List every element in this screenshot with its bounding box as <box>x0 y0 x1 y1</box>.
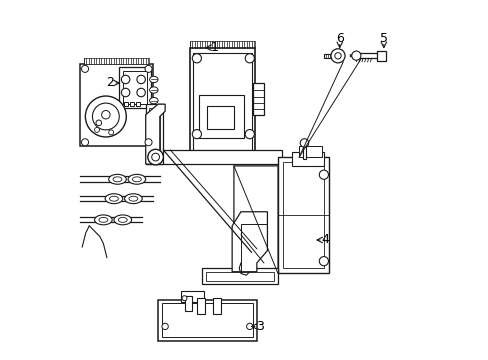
Bar <box>278 157 328 274</box>
Ellipse shape <box>149 98 158 104</box>
Circle shape <box>85 96 126 137</box>
Ellipse shape <box>114 215 131 225</box>
Circle shape <box>108 130 113 135</box>
Circle shape <box>300 139 308 147</box>
Bar <box>149 108 160 161</box>
Bar <box>299 147 322 157</box>
Circle shape <box>162 323 168 330</box>
Bar <box>136 102 140 106</box>
Circle shape <box>244 130 254 139</box>
Ellipse shape <box>108 174 126 184</box>
Circle shape <box>334 53 341 59</box>
Bar <box>189 48 255 155</box>
Text: 6: 6 <box>335 32 343 45</box>
Bar <box>197 154 247 161</box>
Bar <box>197 298 204 314</box>
Bar <box>198 95 244 138</box>
Ellipse shape <box>99 217 107 222</box>
Bar <box>119 67 151 108</box>
Polygon shape <box>233 166 278 274</box>
Circle shape <box>182 296 186 301</box>
Ellipse shape <box>129 196 138 201</box>
Bar <box>202 268 278 284</box>
Bar <box>84 58 149 64</box>
Bar <box>184 296 192 311</box>
Circle shape <box>92 103 119 130</box>
Circle shape <box>81 139 88 146</box>
Circle shape <box>102 111 110 119</box>
Circle shape <box>137 75 145 84</box>
Bar <box>323 54 332 58</box>
Bar <box>193 53 251 150</box>
Bar <box>145 104 163 164</box>
Circle shape <box>121 75 130 84</box>
Circle shape <box>351 51 360 60</box>
Circle shape <box>145 66 152 72</box>
Bar <box>207 106 233 129</box>
Bar <box>122 71 147 104</box>
Circle shape <box>319 170 328 179</box>
Ellipse shape <box>149 76 158 83</box>
Circle shape <box>246 323 252 330</box>
Bar <box>376 51 385 61</box>
Ellipse shape <box>124 194 142 204</box>
Circle shape <box>121 88 130 97</box>
Ellipse shape <box>149 87 158 93</box>
Bar <box>253 83 264 115</box>
Circle shape <box>192 130 201 139</box>
Bar <box>81 64 152 147</box>
Ellipse shape <box>132 177 141 182</box>
Bar <box>291 152 323 166</box>
Circle shape <box>192 54 201 63</box>
Bar <box>283 162 323 268</box>
Bar <box>302 147 305 159</box>
Text: 2: 2 <box>106 76 114 90</box>
Circle shape <box>94 127 99 132</box>
Circle shape <box>96 120 102 126</box>
Circle shape <box>137 88 145 97</box>
Bar <box>181 291 203 302</box>
Circle shape <box>244 54 254 63</box>
Text: 1: 1 <box>210 41 218 54</box>
Ellipse shape <box>118 217 127 222</box>
Polygon shape <box>232 212 267 272</box>
Circle shape <box>151 153 159 161</box>
Ellipse shape <box>105 194 122 204</box>
Bar <box>158 300 256 341</box>
Circle shape <box>319 257 328 266</box>
Ellipse shape <box>113 177 122 182</box>
Bar <box>205 272 274 280</box>
Text: 3: 3 <box>256 320 264 333</box>
Bar <box>161 303 253 337</box>
Polygon shape <box>145 104 165 164</box>
Ellipse shape <box>109 196 118 201</box>
Bar <box>189 41 255 48</box>
Circle shape <box>330 49 345 63</box>
Circle shape <box>81 66 88 72</box>
Ellipse shape <box>128 174 145 184</box>
Bar <box>123 102 128 106</box>
Bar <box>355 53 378 58</box>
Polygon shape <box>349 55 355 57</box>
Text: 4: 4 <box>321 234 329 247</box>
Bar <box>130 102 134 106</box>
Text: 5: 5 <box>379 32 387 45</box>
Circle shape <box>147 149 163 165</box>
Bar <box>145 150 281 164</box>
Circle shape <box>145 139 152 146</box>
Bar <box>212 298 220 314</box>
Ellipse shape <box>94 215 112 225</box>
